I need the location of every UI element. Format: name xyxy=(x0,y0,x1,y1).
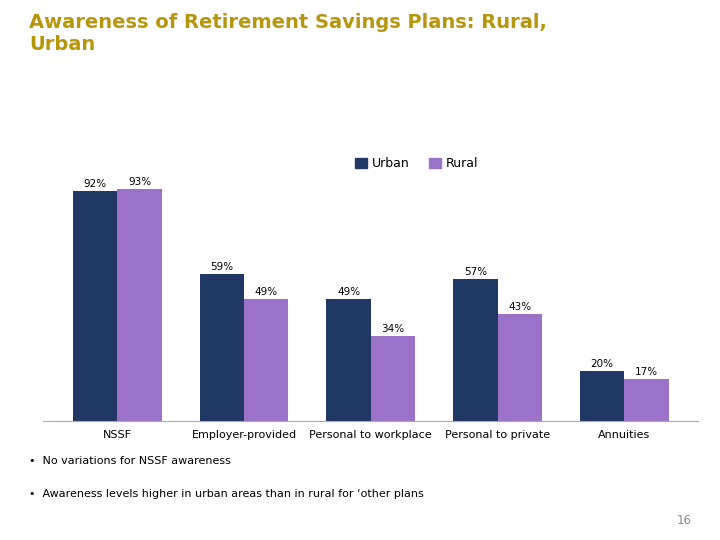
Bar xyxy=(453,279,498,421)
Legend: Urban, Rural: Urban, Rural xyxy=(350,152,484,175)
Text: •  No variations for NSSF awareness: • No variations for NSSF awareness xyxy=(29,456,230,467)
Text: 20%: 20% xyxy=(590,359,613,369)
Bar xyxy=(117,188,162,421)
Text: 57%: 57% xyxy=(464,267,487,276)
Bar xyxy=(326,299,371,421)
Text: •  Awareness levels higher in urban areas than in rural for ‘other plans: • Awareness levels higher in urban areas… xyxy=(29,489,423,499)
Text: 92%: 92% xyxy=(84,179,107,189)
Text: 93%: 93% xyxy=(128,177,151,187)
Bar xyxy=(580,371,624,421)
Text: 16: 16 xyxy=(676,514,691,526)
Text: 59%: 59% xyxy=(210,262,233,272)
Text: 49%: 49% xyxy=(255,287,278,296)
Bar xyxy=(199,274,244,421)
Text: Urban: Urban xyxy=(29,35,95,54)
Bar xyxy=(624,379,669,421)
Text: Awareness of Retirement Savings Plans: Rural,: Awareness of Retirement Savings Plans: R… xyxy=(29,14,546,32)
Text: 43%: 43% xyxy=(508,302,531,312)
Bar xyxy=(73,191,117,421)
Text: 49%: 49% xyxy=(337,287,360,296)
Bar xyxy=(371,336,415,421)
Text: 34%: 34% xyxy=(382,324,405,334)
Bar xyxy=(244,299,289,421)
Bar xyxy=(498,314,542,421)
Text: 17%: 17% xyxy=(635,367,658,377)
